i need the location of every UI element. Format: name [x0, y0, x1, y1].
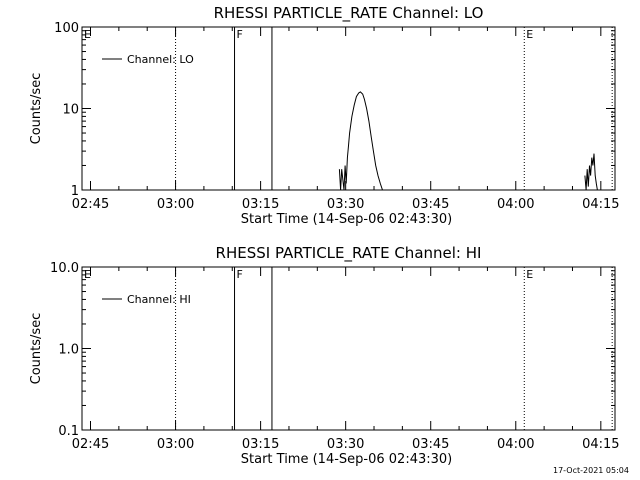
panel-1-legend-label: Channel: LO — [127, 53, 194, 66]
panel-1-y-axis-label: Counts/sec — [29, 73, 44, 145]
timestamp: 17-Oct-2021 05:04 — [553, 466, 629, 475]
panel-1-plot-frame — [81, 26, 616, 191]
panel-2-marker-label: E — [526, 268, 533, 281]
panel-1-x-tick-label: 03:45 — [412, 197, 449, 212]
panel-1-edge-label: E — [84, 28, 91, 41]
panel-1-chart-title: RHESSI PARTICLE_RATE Channel: LO — [214, 4, 484, 23]
panel-2-plot-frame — [81, 266, 616, 431]
panel-2-x-axis-label: Start Time (14-Sep-06 02:43:30) — [241, 452, 452, 467]
panel-2-y-tick-label: 10.0 — [50, 261, 79, 276]
panel-2-edge-label: E — [84, 268, 91, 281]
panel-2-y-tick-label: 0.1 — [58, 424, 79, 439]
panel-2-x-tick-label: 03:45 — [412, 437, 449, 452]
panel-2-x-tick-label: 04:15 — [582, 437, 619, 452]
panel-1-x-tick-label: 03:15 — [242, 197, 279, 212]
panel-2-x-tick-label: 03:00 — [157, 437, 194, 452]
panel-2-legend-label: Channel: HI — [127, 293, 191, 306]
panel-1-marker-label: F — [237, 28, 243, 41]
panel-1-marker-label: E — [526, 28, 533, 41]
panel-1-x-tick-label: 02:45 — [72, 197, 109, 212]
panel-2-x-tick-label: 02:45 — [72, 437, 109, 452]
panel-2-y-tick-label: 1.0 — [58, 343, 79, 358]
panel-1-series-line — [338, 91, 598, 191]
panel-1-y-tick-label: 10 — [62, 103, 79, 118]
panel-1-y-tick-label: 100 — [54, 21, 79, 36]
panel-2-marker-label: F — [237, 268, 243, 281]
panel-1-x-tick-label: 03:30 — [327, 197, 364, 212]
panel-1-x-tick-label: 04:15 — [582, 197, 619, 212]
panel-2-x-tick-label: 03:30 — [327, 437, 364, 452]
panel-1-x-tick-label: 03:00 — [157, 197, 194, 212]
panel-2-chart-title: RHESSI PARTICLE_RATE Channel: HI — [216, 244, 482, 263]
panel-1-y-tick-label: 1 — [71, 184, 79, 199]
panel-2-y-axis-label: Counts/sec — [29, 313, 44, 385]
panel-1-x-axis-label: Start Time (14-Sep-06 02:43:30) — [241, 212, 452, 227]
panel-2-x-tick-label: 04:00 — [497, 437, 534, 452]
panel-1-x-tick-label: 04:00 — [497, 197, 534, 212]
panel-2-x-tick-label: 03:15 — [242, 437, 279, 452]
